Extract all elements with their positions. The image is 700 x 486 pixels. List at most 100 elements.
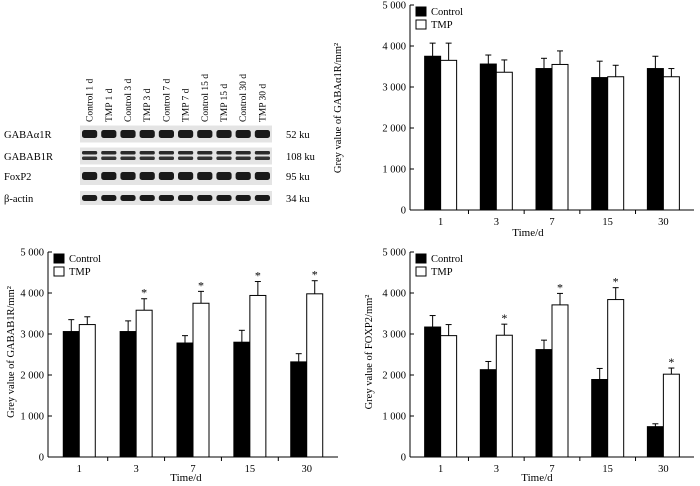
y-tick-label: 5 000 (20, 248, 44, 259)
legend-swatch (415, 253, 427, 264)
legend-label: Control (431, 7, 463, 18)
y-axis-label: Grey value of GABAB1R/mm² (6, 286, 17, 418)
blot-band (235, 172, 251, 180)
bar (440, 335, 458, 458)
blot-band (101, 130, 117, 138)
legend-swatch (53, 266, 65, 277)
blot-band (82, 172, 98, 180)
bar (424, 55, 442, 211)
blot-band (139, 151, 155, 155)
bar (135, 309, 153, 458)
blot-band (235, 151, 251, 155)
blot-band (197, 156, 213, 160)
blot-band (120, 172, 136, 180)
blot-band (158, 195, 174, 201)
legend-label: TMP (69, 267, 91, 278)
y-tick-label: 1 000 (20, 412, 44, 423)
bar (176, 342, 194, 458)
legend-swatch (53, 253, 65, 264)
significance-marker: * (501, 311, 507, 325)
blot-band (101, 172, 117, 180)
bar (233, 341, 251, 458)
bar (290, 361, 308, 458)
blot-band (197, 130, 213, 138)
bar (551, 63, 569, 211)
significance-marker: * (255, 269, 261, 283)
bar (479, 63, 497, 211)
blot-lane-label: Control 7 d (162, 78, 172, 122)
bar (646, 426, 664, 458)
blot-lane-label: Control 1 d (86, 78, 96, 122)
y-tick-label: 5 000 (382, 248, 406, 259)
bar (535, 68, 553, 211)
blot-lane-label: TMP 3 d (143, 88, 153, 122)
x-tick-label: 1 (77, 464, 82, 475)
blot-band (120, 130, 136, 138)
blot-lane-label: TMP 1 d (105, 88, 115, 122)
chart-gabab1r: Grey value of GABAB1R/mm² Time/d 0 1 000 2… (6, 248, 338, 484)
bar (424, 326, 442, 458)
blot-band (197, 195, 213, 201)
blot-band (139, 156, 155, 160)
legend-swatch (415, 266, 427, 277)
y-tick-label: 0 (401, 453, 406, 464)
blot-band (158, 172, 174, 180)
blot-size-label: 34 ku (286, 194, 310, 205)
blot-band (235, 156, 251, 160)
bar (479, 369, 497, 458)
bar (78, 324, 96, 458)
blot-lane-label: TMP 30 d (258, 84, 268, 122)
significance-marker: * (613, 275, 619, 289)
bar (440, 59, 458, 211)
blot-size-label: 108 ku (286, 152, 316, 163)
bar (192, 302, 210, 458)
y-tick-label: 2 000 (382, 124, 406, 135)
y-axis-label: Grey value of GABAα1R/mm² (333, 43, 344, 173)
y-tick-label: 5 000 (382, 1, 406, 12)
bar (591, 77, 609, 211)
bar (249, 294, 267, 458)
y-tick-label: 1 000 (382, 165, 406, 176)
blot-protein-label: GABAα1R (4, 130, 52, 141)
blot-band (254, 151, 270, 155)
y-tick-label: 3 000 (382, 83, 406, 94)
blot-row-labels: GABAα1R 52 ku GABAB1R 108 ku FoxP2 95 ku β-act… (4, 130, 316, 205)
x-axis-label: Time/d (512, 227, 544, 239)
blot-band (216, 172, 232, 180)
bar (62, 331, 80, 458)
legend-swatch (415, 6, 427, 17)
y-tick-label: 2 000 (382, 371, 406, 382)
legend-swatch (415, 19, 427, 30)
bar (607, 299, 625, 458)
x-tick-label: 30 (658, 464, 669, 475)
blot-lane-label: TMP 7 d (182, 88, 192, 122)
blot-band (197, 151, 213, 155)
blot-band (82, 130, 98, 138)
x-tick-label: 15 (602, 464, 613, 475)
blot-strip (80, 147, 272, 165)
blot-band (101, 156, 117, 160)
bar (306, 293, 324, 458)
blot-lane-label: Control 3 d (124, 78, 134, 122)
blot-band (178, 151, 194, 155)
blot-band (158, 130, 174, 138)
x-tick-label: 30 (301, 464, 312, 475)
x-tick-label: 15 (245, 464, 256, 475)
blot-band (101, 195, 117, 201)
blot-band (158, 156, 174, 160)
blot-band (120, 156, 136, 160)
western-blot-panel: Control 1 d TMP 1 d Control 3 d TMP 3 d Cont… (4, 74, 316, 205)
chart-foxp2: Grey value of FOXP2/mm² Time/d 0 1 000 2 0… (364, 248, 694, 484)
blot-band (216, 195, 232, 201)
blot-strip (80, 167, 272, 185)
bar (495, 71, 513, 211)
x-tick-label: 7 (549, 464, 554, 475)
blot-protein-label: FoxP2 (4, 172, 31, 183)
legend-label: Control (69, 254, 101, 265)
blot-band (235, 195, 251, 201)
bar (591, 379, 609, 458)
blot-band (139, 172, 155, 180)
x-tick-label: 3 (134, 464, 139, 475)
bar (535, 349, 553, 458)
